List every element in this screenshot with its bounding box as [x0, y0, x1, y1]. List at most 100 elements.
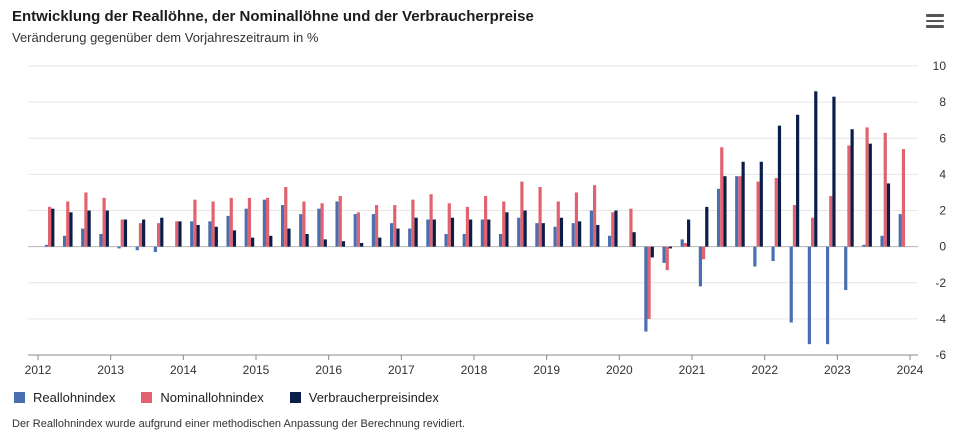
bar-verbraucherpreisindex-2014-q4[interactable]: [251, 237, 255, 247]
bar-verbraucherpreisindex-2023-q2[interactable]: [868, 143, 872, 247]
bar-nominallohnindex-2022-q1[interactable]: [774, 177, 778, 247]
bar-nominallohnindex-2022-q3[interactable]: [810, 217, 815, 247]
legend-item-verbraucherpreisindex[interactable]: Verbraucherpreisindex: [289, 390, 439, 405]
bar-nominallohnindex-2015-q2[interactable]: [284, 187, 288, 247]
bar-verbraucherpreisindex-2018-q4[interactable]: [541, 223, 545, 247]
bar-nominallohnindex-2022-q4[interactable]: [829, 196, 833, 247]
bar-nominallohnindex-2023-q3[interactable]: [883, 132, 887, 247]
bar-nominallohnindex-2012-q1[interactable]: [47, 206, 52, 247]
bar-reallohnindex-2012-q4[interactable]: [99, 233, 103, 247]
bar-nominallohnindex-2020-q4[interactable]: [683, 243, 688, 247]
bar-nominallohnindex-2016-q3[interactable]: [374, 205, 379, 247]
bar-reallohnindex-2019-q3[interactable]: [589, 210, 593, 247]
bar-reallohnindex-2018-q4[interactable]: [535, 223, 539, 247]
bar-verbraucherpreisindex-2014-q2[interactable]: [214, 226, 218, 247]
bar-verbraucherpreisindex-2021-q4[interactable]: [759, 161, 763, 247]
bar-reallohnindex-2019-q4[interactable]: [607, 235, 612, 247]
bar-verbraucherpreisindex-2013-q1[interactable]: [123, 219, 128, 247]
bar-nominallohnindex-2018-q3[interactable]: [520, 181, 524, 247]
bar-verbraucherpreisindex-2017-q3[interactable]: [450, 217, 455, 247]
bar-verbraucherpreisindex-2013-q4[interactable]: [178, 221, 182, 247]
bar-reallohnindex-2021-q4[interactable]: [753, 246, 757, 267]
bar-verbraucherpreisindex-2017-q4[interactable]: [469, 219, 473, 247]
bar-verbraucherpreisindex-2023-q1[interactable]: [850, 129, 854, 247]
bar-reallohnindex-2022-q3[interactable]: [807, 246, 811, 345]
bar-reallohnindex-2022-q1[interactable]: [771, 246, 775, 262]
bar-reallohnindex-2023-q2[interactable]: [862, 244, 866, 247]
bar-verbraucherpreisindex-2019-q3[interactable]: [596, 224, 600, 247]
bar-verbraucherpreisindex-2015-q1[interactable]: [269, 235, 273, 247]
bar-reallohnindex-2020-q3[interactable]: [662, 246, 666, 263]
bar-verbraucherpreisindex-2018-q1[interactable]: [487, 219, 491, 247]
bar-verbraucherpreisindex-2022-q1[interactable]: [777, 125, 782, 247]
bar-nominallohnindex-2013-q1[interactable]: [120, 219, 124, 247]
bar-reallohnindex-2014-q3[interactable]: [226, 215, 230, 247]
bar-verbraucherpreisindex-2017-q2[interactable]: [432, 219, 436, 247]
bar-nominallohnindex-2014-q2[interactable]: [211, 201, 215, 247]
bar-nominallohnindex-2012-q4[interactable]: [102, 197, 106, 247]
bar-nominallohnindex-2014-q1[interactable]: [193, 199, 197, 247]
bar-nominallohnindex-2017-q1[interactable]: [411, 199, 415, 247]
bar-nominallohnindex-2013-q3[interactable]: [156, 223, 161, 247]
bar-reallohnindex-2022-q2[interactable]: [789, 246, 793, 323]
bar-reallohnindex-2017-q4[interactable]: [462, 233, 466, 247]
legend-item-nominallohnindex[interactable]: Nominallohnindex: [141, 390, 264, 405]
bar-reallohnindex-2015-q1[interactable]: [262, 199, 266, 247]
bar-reallohnindex-2019-q2[interactable]: [571, 223, 575, 247]
bar-verbraucherpreisindex-2012-q2[interactable]: [69, 212, 73, 247]
bar-verbraucherpreisindex-2012-q3[interactable]: [87, 210, 91, 247]
bar-verbraucherpreisindex-2014-q1[interactable]: [196, 224, 200, 247]
bar-nominallohnindex-2013-q4[interactable]: [175, 221, 179, 247]
bar-reallohnindex-2012-q2[interactable]: [62, 235, 67, 247]
bar-verbraucherpreisindex-2021-q1[interactable]: [705, 206, 709, 247]
bar-nominallohnindex-2014-q4[interactable]: [247, 197, 252, 247]
bar-verbraucherpreisindex-2013-q2[interactable]: [142, 219, 146, 247]
bar-verbraucherpreisindex-2014-q3[interactable]: [232, 230, 237, 247]
bar-verbraucherpreisindex-2019-q2[interactable]: [578, 221, 582, 247]
bar-nominallohnindex-2023-q2[interactable]: [865, 127, 869, 247]
bar-verbraucherpreisindex-2015-q2[interactable]: [287, 228, 291, 247]
bar-nominallohnindex-2023-q4[interactable]: [901, 149, 906, 247]
bar-reallohnindex-2015-q3[interactable]: [299, 214, 303, 247]
bar-verbraucherpreisindex-2019-q1[interactable]: [559, 217, 564, 247]
bar-verbraucherpreisindex-2023-q3[interactable]: [886, 183, 891, 247]
bar-reallohnindex-2020-q2[interactable]: [644, 246, 648, 332]
bar-verbraucherpreisindex-2020-q2[interactable]: [650, 246, 654, 258]
bar-nominallohnindex-2019-q2[interactable]: [574, 192, 579, 247]
bar-nominallohnindex-2018-q4[interactable]: [538, 187, 542, 247]
bar-verbraucherpreisindex-2012-q1[interactable]: [51, 208, 55, 247]
bar-reallohnindex-2021-q1[interactable]: [698, 246, 702, 287]
bar-nominallohnindex-2021-q3[interactable]: [738, 176, 742, 247]
bar-nominallohnindex-2014-q3[interactable]: [229, 197, 233, 247]
bar-nominallohnindex-2016-q4[interactable]: [393, 205, 397, 247]
bar-reallohnindex-2016-q1[interactable]: [335, 201, 339, 247]
bar-reallohnindex-2017-q1[interactable]: [408, 228, 412, 247]
bar-verbraucherpreisindex-2020-q4[interactable]: [687, 219, 691, 247]
bar-verbraucherpreisindex-2015-q4[interactable]: [323, 239, 327, 247]
bar-verbraucherpreisindex-2015-q3[interactable]: [305, 233, 309, 247]
bar-nominallohnindex-2012-q3[interactable]: [84, 192, 88, 247]
bar-nominallohnindex-2022-q2[interactable]: [792, 205, 797, 247]
bar-verbraucherpreisindex-2016-q1[interactable]: [341, 241, 346, 247]
bar-verbraucherpreisindex-2020-q3[interactable]: [668, 246, 673, 249]
bar-reallohnindex-2017-q2[interactable]: [426, 219, 430, 247]
bar-nominallohnindex-2016-q2[interactable]: [356, 212, 361, 247]
bar-reallohnindex-2012-q3[interactable]: [81, 228, 85, 247]
bar-nominallohnindex-2017-q2[interactable]: [429, 194, 433, 247]
bar-nominallohnindex-2015-q4[interactable]: [320, 203, 324, 247]
bar-nominallohnindex-2020-q3[interactable]: [665, 246, 669, 271]
bar-verbraucherpreisindex-2019-q4[interactable]: [614, 210, 618, 247]
bar-nominallohnindex-2013-q2[interactable]: [138, 223, 143, 247]
hamburger-menu-icon[interactable]: [926, 14, 944, 28]
bar-reallohnindex-2013-q1[interactable]: [117, 246, 121, 249]
bar-verbraucherpreisindex-2021-q2[interactable]: [723, 176, 727, 247]
bar-reallohnindex-2023-q4[interactable]: [898, 214, 902, 247]
bar-reallohnindex-2022-q4[interactable]: [825, 246, 830, 345]
bar-reallohnindex-2016-q2[interactable]: [353, 214, 357, 247]
bar-verbraucherpreisindex-2022-q4[interactable]: [832, 96, 836, 247]
bar-nominallohnindex-2017-q3[interactable]: [447, 203, 451, 247]
bar-verbraucherpreisindex-2021-q3[interactable]: [741, 161, 745, 247]
bar-nominallohnindex-2018-q1[interactable]: [483, 196, 488, 247]
bar-nominallohnindex-2020-q2[interactable]: [647, 246, 651, 319]
bar-reallohnindex-2016-q3[interactable]: [371, 214, 375, 247]
